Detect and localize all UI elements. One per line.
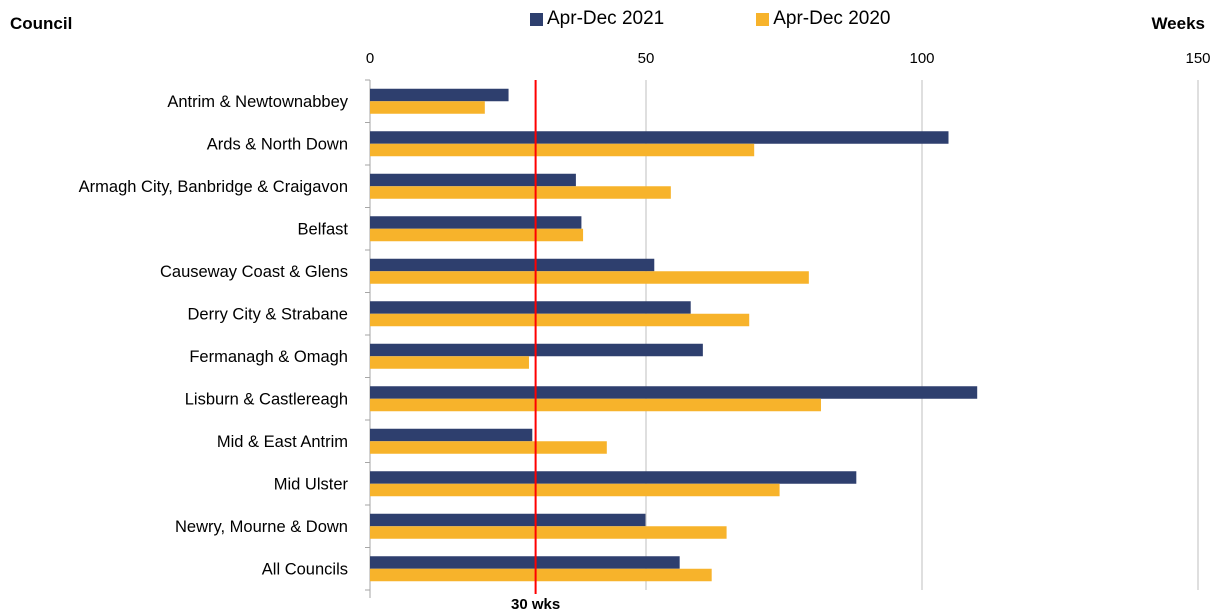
bar-2020-10 — [370, 526, 727, 539]
bar-2020-8 — [370, 441, 607, 454]
legend-item-2021: Apr-Dec 2021 — [530, 8, 664, 30]
bar-2021-2 — [370, 173, 576, 187]
bar-2020-4 — [370, 271, 809, 284]
bar-2021-0 — [370, 88, 509, 102]
x-tick-label-150: 150 — [1185, 50, 1210, 67]
bar-2020-3 — [370, 228, 584, 242]
bar-2020-2 — [370, 186, 671, 199]
bar-2021-1 — [370, 131, 949, 144]
legend-swatch-2021 — [530, 12, 543, 26]
category-label-10: Newry, Mourne & Down — [175, 518, 348, 536]
y-axis-title: Council — [10, 14, 73, 33]
bar-2021-8 — [370, 428, 533, 442]
category-label-6: Fermanagh & Omagh — [189, 348, 348, 366]
bar-2020-1 — [370, 143, 755, 157]
category-label-8: Mid & East Antrim — [217, 433, 348, 451]
category-label-4: Causeway Coast & Glens — [160, 263, 348, 281]
chart-legend: Apr-Dec 2021 Apr-Dec 2020 — [530, 8, 982, 30]
bar-2020-9 — [370, 483, 780, 497]
bar-2021-3 — [370, 216, 582, 229]
category-label-1: Ards & North Down — [207, 135, 348, 153]
legend-label-2020: Apr-Dec 2020 — [773, 8, 891, 29]
bar-2020-7 — [370, 398, 821, 412]
category-label-9: Mid Ulster — [274, 475, 349, 493]
bar-2021-11 — [370, 556, 680, 569]
bar-2020-0 — [370, 101, 485, 114]
bar-2021-4 — [370, 258, 655, 272]
category-label-3: Belfast — [298, 220, 349, 238]
legend-swatch-2020 — [756, 12, 770, 26]
bar-2021-7 — [370, 386, 978, 399]
category-label-2: Armagh City, Banbridge & Craigavon — [79, 178, 348, 196]
legend-item-2020: Apr-Dec 2020 — [756, 8, 890, 30]
x-axis-title: Weeks — [1151, 14, 1205, 33]
category-label-11: All Councils — [262, 560, 348, 578]
x-tick-label-100: 100 — [909, 50, 934, 67]
bar-2020-6 — [370, 356, 529, 369]
category-label-5: Derry City & Strabane — [188, 305, 348, 323]
category-label-0: Antrim & Newtownabbey — [167, 93, 348, 111]
x-tick-label-50: 50 — [638, 50, 655, 67]
bar-2021-5 — [370, 301, 691, 314]
bar-2021-9 — [370, 471, 857, 484]
legend-label-2021: Apr-Dec 2021 — [547, 8, 665, 29]
bar-2020-5 — [370, 313, 750, 327]
category-label-7: Lisburn & Castlereagh — [185, 390, 348, 408]
reference-line-label: 30 wks — [511, 596, 560, 613]
bar-2020-11 — [370, 568, 712, 582]
bar-2021-10 — [370, 513, 646, 527]
x-tick-label-0: 0 — [366, 50, 374, 67]
